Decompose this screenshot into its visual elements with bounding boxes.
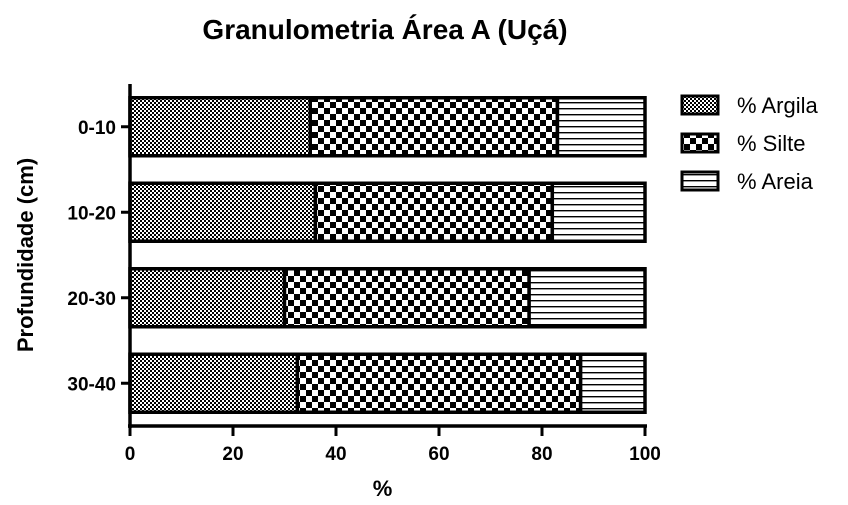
legend-swatch — [680, 170, 720, 192]
x-tick-label: 80 — [531, 444, 552, 465]
chart-title: Granulometria Área A (Uçá) — [202, 14, 568, 45]
x-axis-title: % — [373, 476, 393, 501]
legend-swatch — [680, 132, 720, 154]
x-tick-label: 100 — [629, 444, 661, 465]
bar-segment-silte-0-10 — [308, 96, 560, 158]
y-tick-label: 20-30 — [67, 289, 116, 310]
y-tick-label: 10-20 — [67, 203, 116, 224]
bar-segment-silte-30-40 — [295, 352, 583, 414]
legend-label: % Areia — [737, 169, 814, 194]
axes-layer: 0 20 40 60 80 100 0-10 10-20 20-30 30-40% Profundi… — [13, 84, 661, 501]
bar-segment-areia-10-20 — [550, 181, 647, 243]
y-tick-label: 30-40 — [67, 374, 116, 395]
x-tick-label: 60 — [428, 444, 449, 465]
x-tick-label: 0 — [125, 444, 136, 465]
legend-label: % Silte — [737, 131, 805, 156]
y-axis-title: Profundidade (cm) — [13, 158, 38, 352]
bar-segment-argila-0-10 — [128, 96, 312, 158]
bar-segment-argila-10-20 — [128, 181, 318, 243]
bar-segment-areia-0-10 — [555, 96, 647, 158]
bar-segment-areia-30-40 — [578, 352, 647, 414]
bar-segment-argila-20-30 — [128, 267, 287, 329]
x-tick-label: 40 — [325, 444, 346, 465]
x-tick-label: 20 — [222, 444, 243, 465]
bar-segment-argila-30-40 — [128, 352, 300, 414]
bar-segment-silte-20-30 — [282, 267, 531, 329]
bars-layer — [128, 96, 647, 414]
legend-swatch — [680, 94, 720, 116]
legend: % Argila % Silte % Areia — [680, 93, 818, 194]
bar-segment-areia-20-30 — [527, 267, 647, 329]
y-tick-label: 0-10 — [78, 118, 116, 139]
legend-label: % Argila — [737, 93, 818, 118]
bar-segment-silte-10-20 — [313, 181, 555, 243]
